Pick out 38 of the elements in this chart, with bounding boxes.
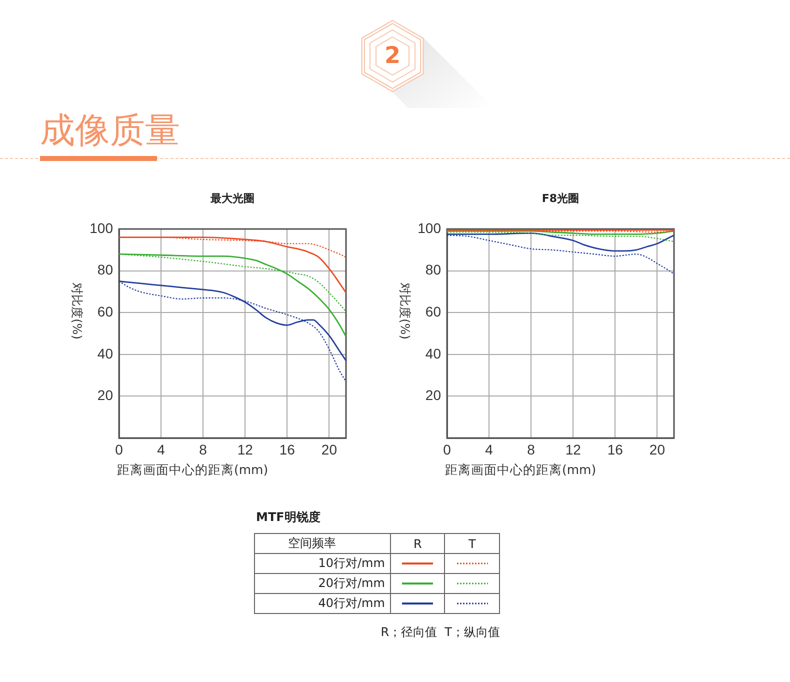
text: 成像质量 bbox=[40, 110, 180, 153]
text: R bbox=[390, 534, 445, 554]
legend-label: 20行对/mm bbox=[254, 574, 390, 594]
y-axis-title: 对比度(%) bbox=[70, 282, 84, 340]
x-tick-label: 4 bbox=[157, 441, 166, 458]
text: 2 bbox=[383, 42, 402, 70]
y-tick-label: 60 bbox=[425, 303, 442, 320]
x-tick-label: 20 bbox=[321, 441, 338, 458]
legend-label: 10行对/mm bbox=[254, 554, 390, 574]
y-tick-label: 40 bbox=[425, 345, 442, 362]
y-tick-label: 100 bbox=[90, 220, 114, 236]
x-tick-label: 0 bbox=[443, 441, 452, 458]
y-tick-label: 20 bbox=[97, 387, 114, 404]
x-axis-title: 距离画面中心的距离(mm) bbox=[117, 462, 268, 478]
x-tick-label: 0 bbox=[115, 441, 124, 458]
x-tick-label: 20 bbox=[649, 441, 666, 458]
x-tick-label: 4 bbox=[485, 441, 494, 458]
text: 空间频率 bbox=[254, 534, 390, 554]
x-tick-label: 8 bbox=[527, 441, 536, 458]
x-tick-label: 8 bbox=[199, 441, 208, 458]
y-axis-title: 对比度(%) bbox=[398, 282, 412, 340]
y-tick-label: 80 bbox=[97, 262, 114, 278]
y-tick-label: 20 bbox=[425, 387, 442, 404]
legend-title: MTF明锐度 bbox=[256, 509, 322, 526]
y-tick-label: 100 bbox=[418, 220, 442, 236]
text: T bbox=[444, 534, 500, 554]
legend-label: 40行对/mm bbox=[254, 594, 390, 614]
text: R；径向值 T；纵向值 bbox=[380, 624, 500, 640]
x-tick-label: 16 bbox=[607, 441, 624, 458]
x-axis-title: 距离画面中心的距离(mm) bbox=[445, 462, 596, 478]
y-tick-label: 80 bbox=[425, 262, 442, 278]
y-tick-label: 40 bbox=[97, 345, 114, 362]
y-tick-label: 60 bbox=[97, 303, 114, 320]
x-tick-label: 12 bbox=[237, 441, 254, 458]
x-tick-label: 12 bbox=[565, 441, 582, 458]
chart-title: 最大光圈 bbox=[210, 191, 256, 207]
chart-title: F8光圈 bbox=[540, 191, 580, 207]
x-tick-label: 16 bbox=[279, 441, 296, 458]
